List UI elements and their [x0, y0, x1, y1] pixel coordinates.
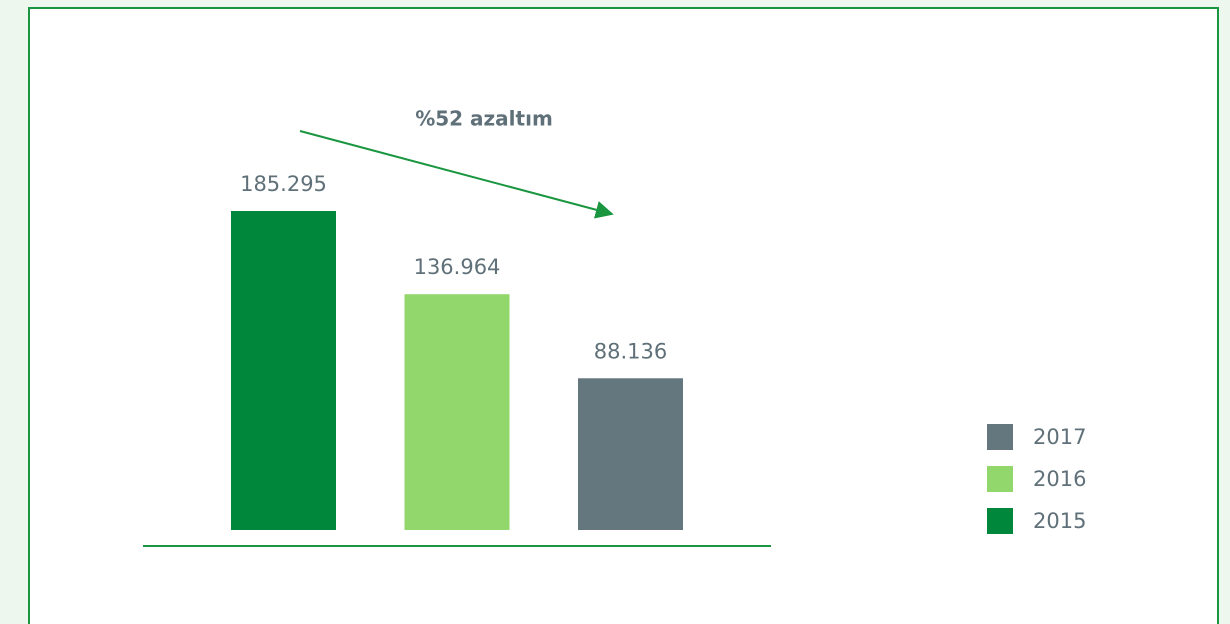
legend-label: 2015 [1033, 509, 1086, 533]
bar [404, 294, 510, 530]
trend-arrow [299, 130, 614, 219]
legend-label: 2016 [1033, 467, 1086, 491]
legend-swatch [987, 466, 1013, 492]
bar [231, 211, 336, 530]
value-label: 88.136 [594, 339, 667, 363]
legend-label: 2017 [1033, 425, 1086, 449]
legend-swatch [987, 424, 1013, 450]
annotation: %52 azaltım [415, 107, 553, 131]
bar [578, 378, 683, 530]
value-label: 185.295 [240, 172, 327, 196]
legend-swatch [987, 508, 1013, 534]
value-label: 136.964 [414, 255, 501, 279]
